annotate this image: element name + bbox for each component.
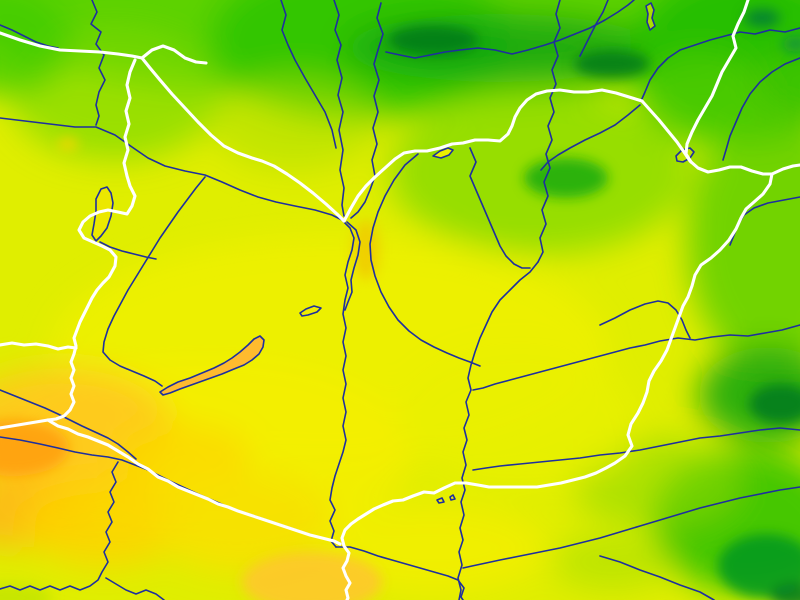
vah-river — [333, 0, 345, 217]
tisza-river — [457, 261, 539, 600]
border-hu-srb — [340, 481, 503, 600]
rabca-river — [99, 241, 157, 260]
nw-corner-river — [0, 24, 59, 49]
maros-river — [462, 486, 800, 569]
ne-corner-river — [640, 27, 800, 102]
mura-river — [0, 389, 137, 460]
border-hu-ro — [499, 172, 774, 489]
topright-edge-river — [722, 57, 800, 161]
sajo-river — [469, 147, 531, 269]
budapest-warm-streak — [353, 220, 379, 280]
lake-balaton — [159, 335, 265, 396]
lakes-layer — [91, 2, 695, 504]
topright-teal-speck — [744, 9, 780, 27]
bodrog-river — [540, 104, 641, 171]
south-gold2 — [112, 422, 252, 490]
west-center-mild-green — [210, 74, 380, 170]
danube-middle-river — [329, 219, 355, 548]
lake-neusiedl — [91, 186, 114, 242]
top-dark-core-west — [388, 25, 478, 55]
raba-zala-river — [102, 176, 206, 387]
border-sk-hu-northeast — [342, 88, 644, 223]
border-at-sk-stub — [140, 44, 208, 65]
bega-river — [599, 555, 715, 600]
se-dark — [718, 534, 800, 598]
zagyva-loop-river — [369, 153, 481, 367]
una-meander-river — [0, 461, 119, 591]
border-hr-hu-drava — [46, 418, 342, 546]
hernad-top-river — [579, 0, 609, 57]
koros-upper-river — [472, 324, 800, 391]
east-yellow — [400, 350, 640, 490]
danube-upper-river — [0, 117, 343, 221]
hron-river — [385, 0, 635, 59]
top-dark-core-east — [574, 50, 650, 78]
lake-tisza — [432, 147, 454, 159]
danube-serbia-river — [335, 546, 465, 600]
border-at-hu-west — [46, 58, 137, 422]
small-warm-dot — [58, 138, 78, 150]
lake-palic-west — [436, 497, 445, 504]
border-ua-vertical — [684, 0, 750, 164]
lake-ne-narrow — [645, 2, 656, 31]
se-corner-dark — [770, 583, 800, 600]
nitra-river — [280, 0, 337, 149]
south-gold1 — [23, 477, 187, 567]
right-mid-dark-core — [749, 384, 800, 424]
border-slo-west-stub — [0, 341, 78, 351]
border-sw-stub — [0, 418, 50, 430]
hornad-river — [537, 0, 561, 263]
lake-palic-east — [449, 494, 456, 501]
sw-orange-core — [0, 420, 69, 476]
border-nw-horizontal — [0, 31, 144, 60]
temperature-field-spots — [0, 9, 800, 600]
ne-green-mid — [638, 52, 762, 144]
nw-corner-green — [0, 0, 70, 95]
south-gold3 — [150, 472, 334, 572]
danube-island-branch — [344, 221, 361, 311]
border-ua-east — [640, 99, 800, 176]
centerright-dark-spot — [524, 158, 608, 198]
koros-branch-river — [599, 300, 691, 339]
ipel-river — [350, 2, 384, 219]
south-green2 — [552, 534, 672, 590]
topright-speck2 — [782, 36, 800, 52]
border-sk-hu-danube — [140, 56, 346, 223]
morava-river — [90, 0, 106, 126]
sava-branch-river — [105, 577, 165, 600]
lake-velence — [299, 305, 322, 317]
